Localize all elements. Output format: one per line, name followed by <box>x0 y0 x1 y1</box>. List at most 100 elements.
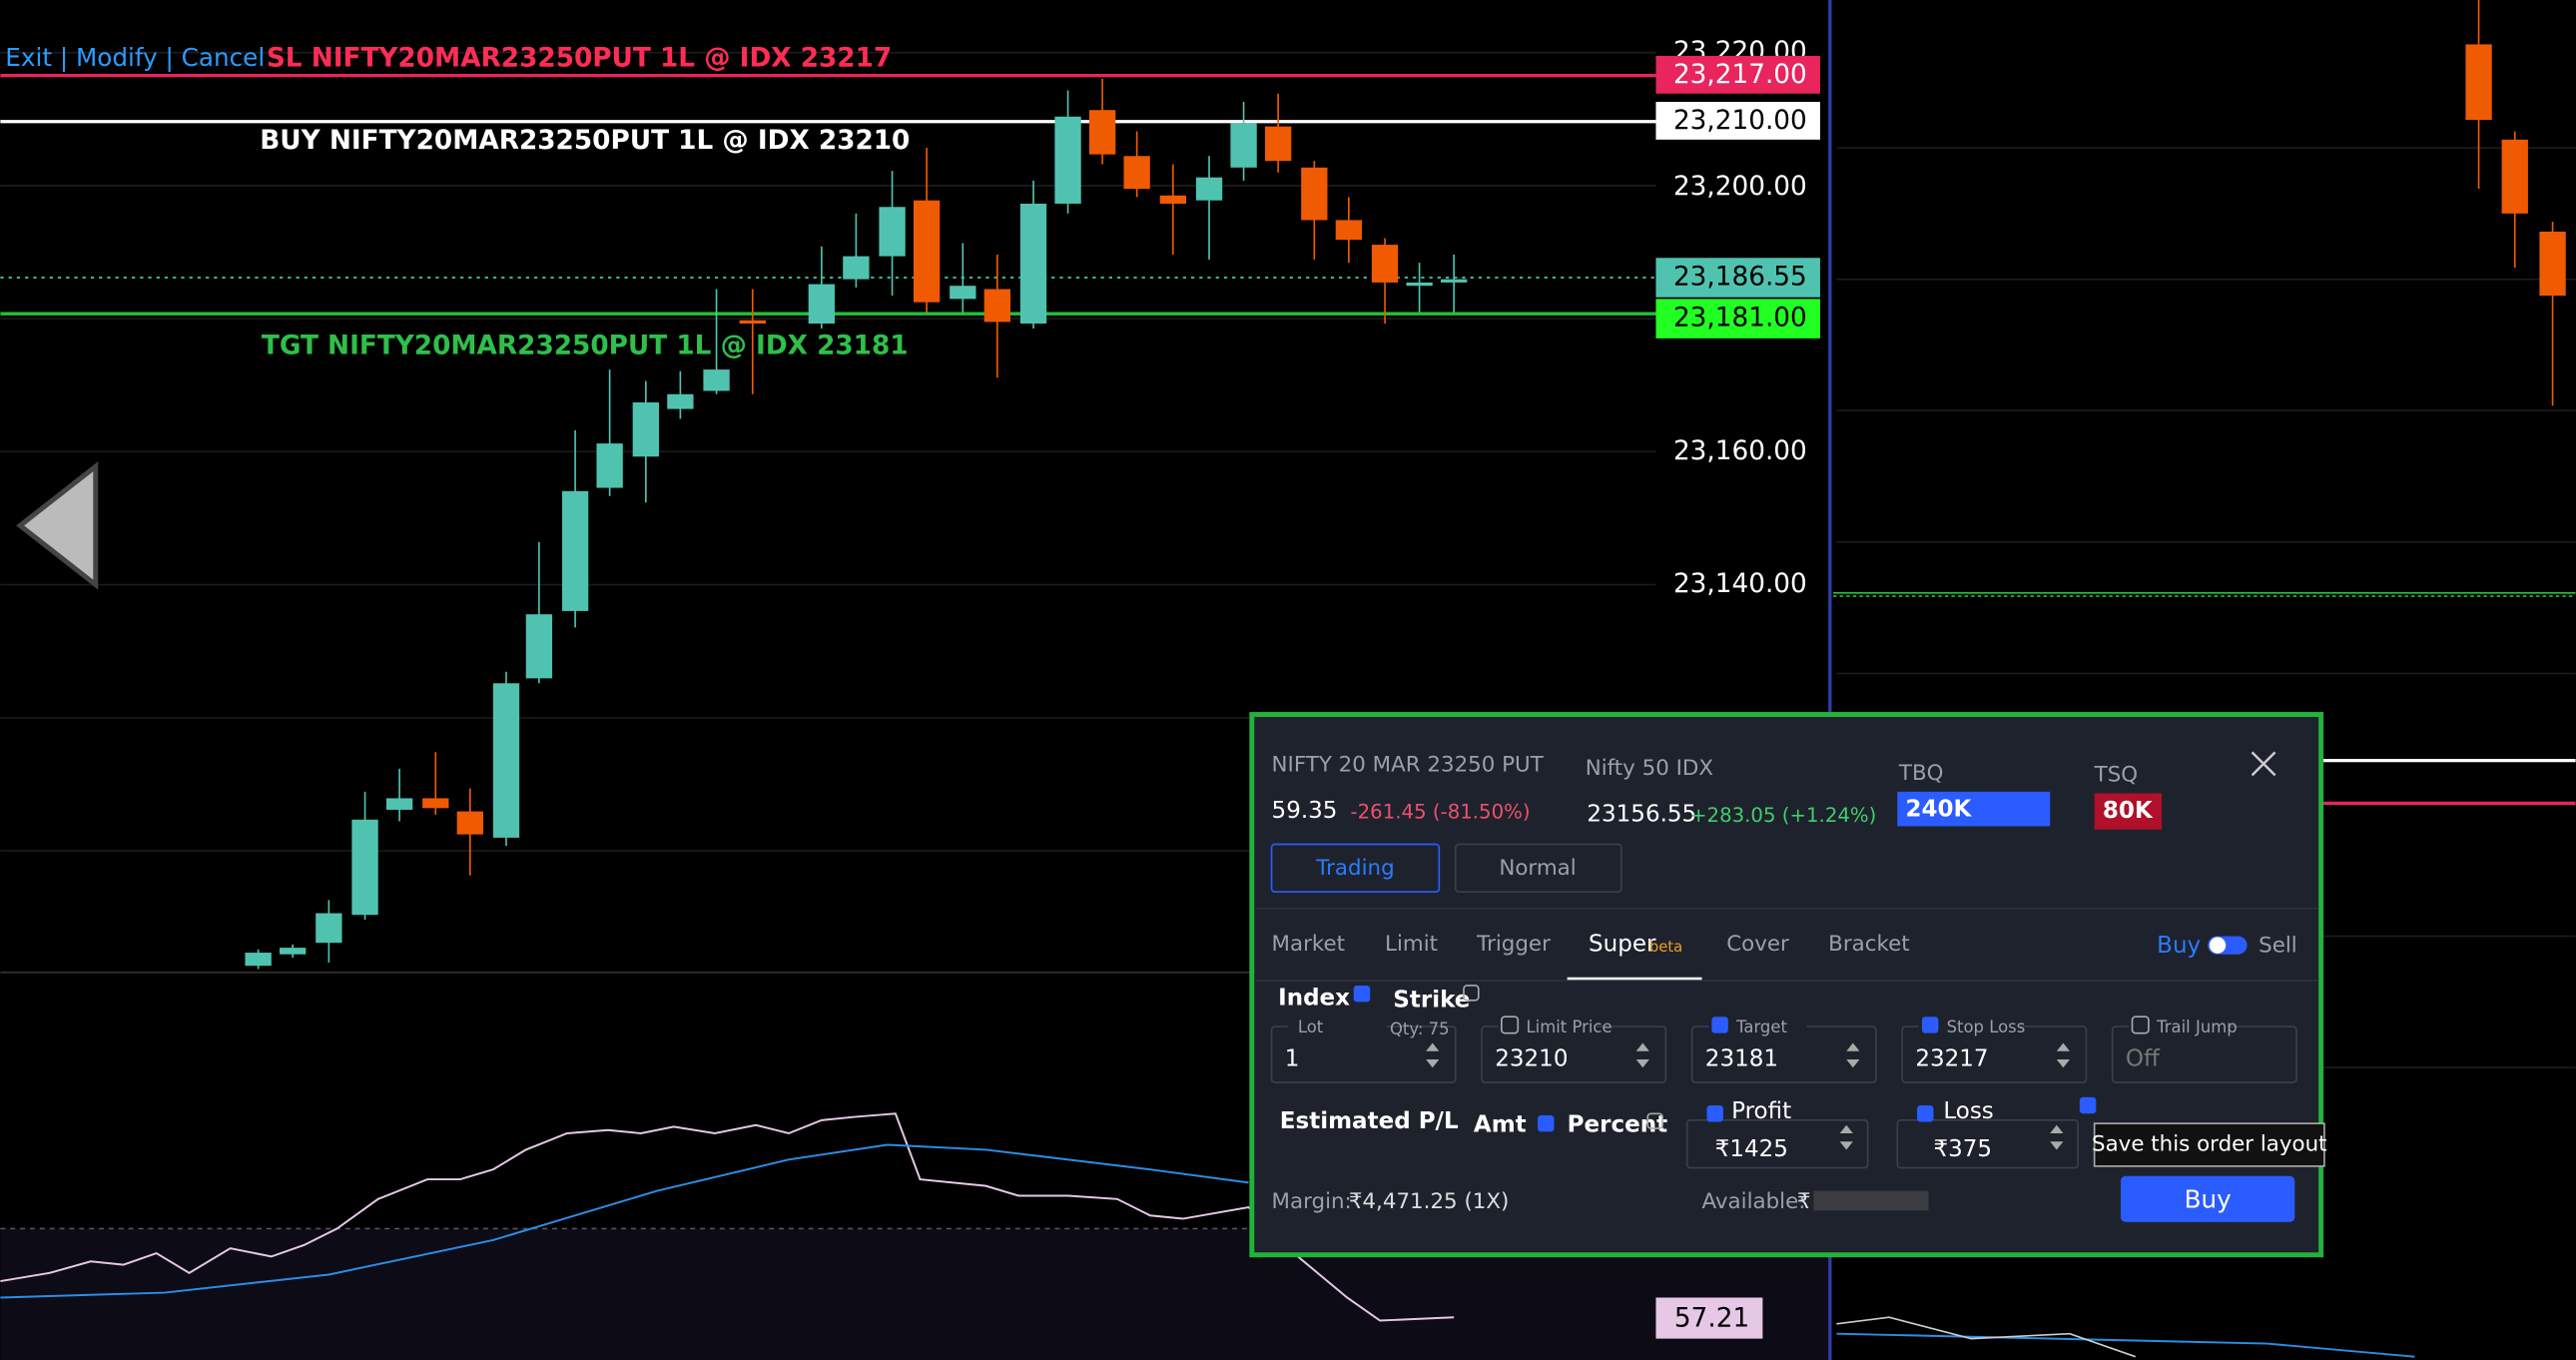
order-type[interactable]: Super <box>1589 931 1656 957</box>
tab-normal[interactable] <box>1454 843 1622 894</box>
input-label: Limit Price <box>1527 1018 1612 1036</box>
profit-label: Profit <box>1731 1098 1791 1124</box>
input-value: 1 <box>1285 1045 1300 1071</box>
input-extra: Qty: 75 <box>1390 1020 1450 1038</box>
input-label: Lot <box>1298 1018 1324 1036</box>
order-type[interactable]: Market <box>1272 932 1345 957</box>
order-type[interactable]: Bracket <box>1828 932 1909 957</box>
beta: beta <box>1649 939 1682 956</box>
buy-button-text: Buy <box>2185 1184 2232 1213</box>
candle-body <box>1335 220 1363 241</box>
candle-body <box>703 369 730 391</box>
candle-body <box>1264 126 1292 162</box>
blur <box>1813 1190 1929 1211</box>
order-type[interactable]: Cover <box>1726 932 1789 957</box>
side-sell[interactable]: Sell <box>2258 933 2297 958</box>
candle-body <box>2465 44 2492 121</box>
checkbox[interactable] <box>1538 1114 1555 1132</box>
candle-body <box>525 614 553 679</box>
candle-body <box>280 948 307 955</box>
tbq-bar <box>1897 791 2051 827</box>
order-actions[interactable]: Exit | Modify | Cancel <box>5 43 265 72</box>
spinner <box>1839 1124 1853 1150</box>
checkbox[interactable] <box>2079 1096 2097 1114</box>
checkbox[interactable] <box>1917 1105 1934 1122</box>
strike-label: Strike <box>1393 987 1470 1013</box>
price-label: 23,160.00 <box>1673 436 1807 466</box>
tbq-label: TBQ <box>1898 761 1944 786</box>
candle-body <box>739 320 766 325</box>
buy-tag <box>1655 101 1820 140</box>
order-type[interactable]: Trigger <box>1476 932 1551 957</box>
input-value: 23181 <box>1705 1045 1778 1071</box>
candle-body <box>1440 279 1468 283</box>
tsq: 80K <box>2103 798 2154 824</box>
tgt-tag <box>1655 299 1820 339</box>
candle-body <box>561 490 589 611</box>
close[interactable] <box>2251 751 2276 777</box>
loss: ₹375 <box>1933 1136 1992 1162</box>
candle-body <box>1301 167 1328 221</box>
input-value: 23210 <box>1495 1045 1568 1071</box>
side-buy[interactable]: Buy <box>2157 933 2201 959</box>
candle-body <box>1406 282 1433 287</box>
input-value: 23217 <box>1915 1045 1988 1071</box>
checkbox[interactable] <box>2131 1016 2150 1034</box>
instrument: NIFTY 20 MAR 23250 PUT <box>1272 753 1545 778</box>
amt[interactable]: Amt <box>1474 1111 1527 1137</box>
indicator-avg-right <box>1836 1332 2415 1358</box>
tsq-bar <box>2094 793 2163 830</box>
index-value: 23156.55 <box>1587 801 1696 827</box>
scroll-left[interactable] <box>16 461 99 590</box>
candle-body <box>983 289 1011 323</box>
candle-body <box>667 393 694 409</box>
candle-body <box>422 798 449 809</box>
input-label: Target <box>1735 1018 1787 1036</box>
checkbox[interactable] <box>1711 1017 1728 1033</box>
tab-text: Normal <box>1499 856 1576 881</box>
available-label: Available: <box>1702 1189 1806 1214</box>
spinner <box>2056 1042 2070 1068</box>
tab-trading[interactable] <box>1270 843 1441 894</box>
candle-body <box>1054 116 1081 204</box>
spinner <box>1846 1042 1860 1068</box>
pl-label: Estimated P/L <box>1280 1108 1459 1134</box>
order-type[interactable]: Limit <box>1385 932 1438 957</box>
tooltip-text: Save this order layout <box>2092 1132 2327 1157</box>
checkbox[interactable] <box>1921 1017 1939 1033</box>
profit-input[interactable] <box>1685 1119 1869 1169</box>
checkbox[interactable] <box>1463 985 1480 1002</box>
tbq: 240K <box>1905 796 1972 822</box>
candle-body <box>913 200 941 303</box>
candle-body <box>456 811 483 835</box>
indicator-tag-text: 57.21 <box>1674 1303 1749 1333</box>
input-label: Trail Jump <box>2156 1018 2238 1036</box>
buy-button[interactable] <box>2120 1175 2295 1222</box>
candle-body <box>808 284 835 325</box>
ltp-tag <box>1655 258 1820 298</box>
checkbox[interactable] <box>1353 985 1371 1003</box>
input-label-bg <box>1498 1017 1598 1036</box>
candle-body <box>879 207 906 257</box>
checkbox[interactable] <box>1501 1016 1520 1034</box>
checkbox[interactable] <box>1646 1112 1663 1129</box>
candle-body <box>1123 156 1150 190</box>
tab-text: Trading <box>1315 856 1394 881</box>
tgt-tag-text: 23,181.00 <box>1673 304 1807 334</box>
candle-body <box>1230 123 1257 168</box>
price-label: 23,200.00 <box>1673 172 1807 202</box>
loss-input[interactable] <box>1896 1119 2080 1169</box>
candle-body <box>385 798 413 810</box>
buy-tag-text: 23,210.00 <box>1673 106 1807 136</box>
input-label-bg <box>1918 1017 2018 1036</box>
price-label: 23,140.00 <box>1673 569 1807 599</box>
checkbox[interactable] <box>1706 1105 1723 1122</box>
indicator-tag <box>1655 1297 1763 1339</box>
candle-body <box>843 256 870 280</box>
fields: Lot Qty: 75 1 Limit Price 23210 Target 23181 St… <box>1270 1016 2297 1150</box>
profit: ₹1425 <box>1715 1136 1788 1162</box>
candle-body <box>950 286 976 300</box>
available: ₹ <box>1797 1189 1811 1214</box>
percent[interactable]: Percent <box>1568 1111 1667 1137</box>
input-label-bg <box>1708 1017 1807 1036</box>
